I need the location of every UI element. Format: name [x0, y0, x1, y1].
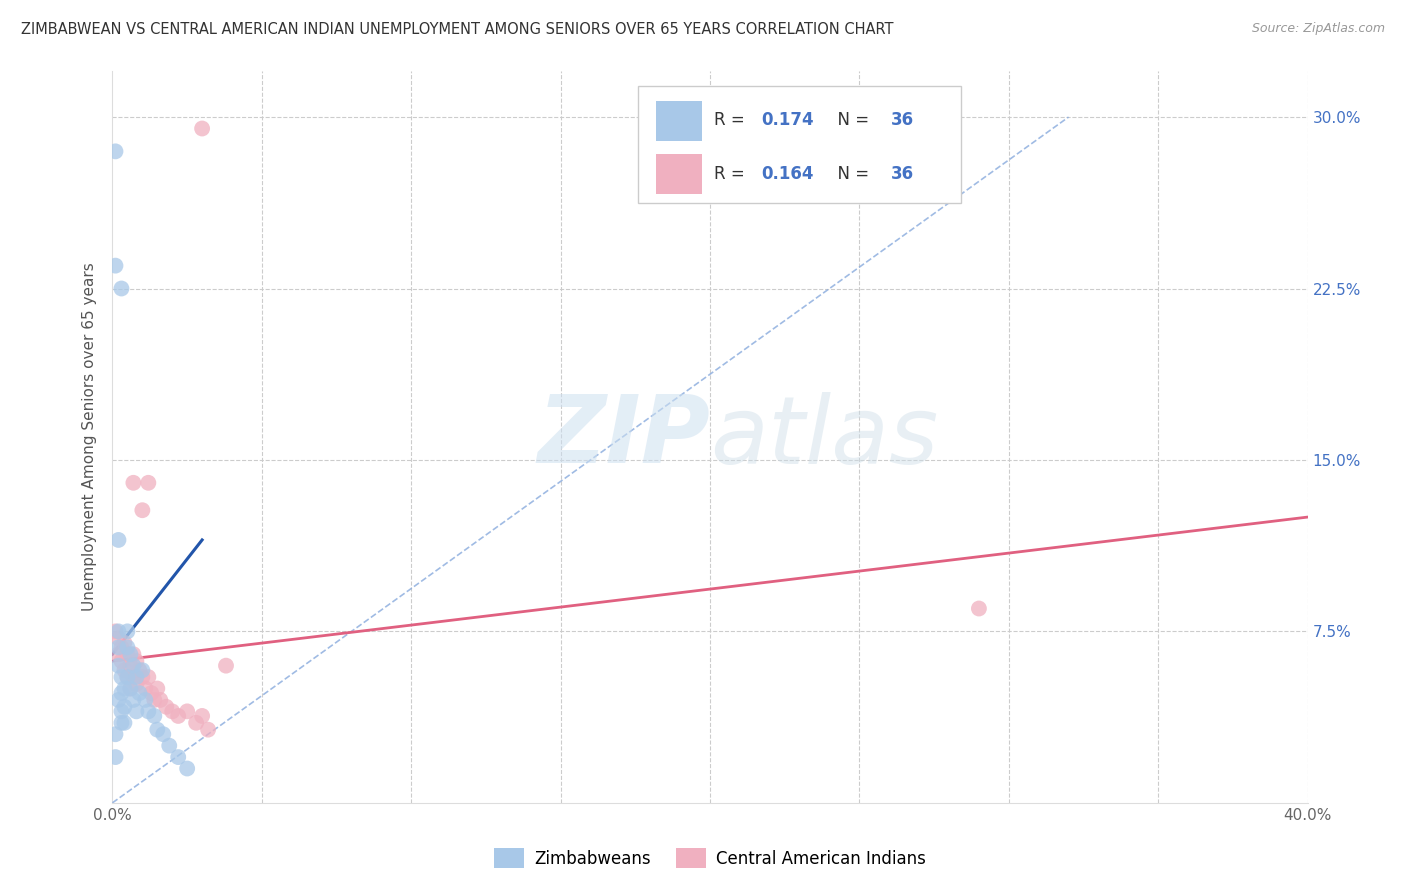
- Legend: Zimbabweans, Central American Indians: Zimbabweans, Central American Indians: [488, 841, 932, 875]
- Point: [134, 681, 156, 696]
- Point: [128, 686, 150, 700]
- Point: [128, 663, 150, 677]
- Point: [114, 715, 135, 730]
- Text: 0.174: 0.174: [762, 112, 814, 129]
- Text: Source: ZipAtlas.com: Source: ZipAtlas.com: [1251, 22, 1385, 36]
- Point: [117, 670, 139, 684]
- Point: [191, 709, 214, 723]
- Point: [138, 705, 160, 719]
- Point: [104, 750, 127, 764]
- Point: [104, 145, 127, 159]
- Point: [122, 670, 145, 684]
- Point: [125, 654, 148, 668]
- Point: [120, 681, 142, 696]
- Point: [131, 670, 153, 684]
- Point: [110, 654, 132, 668]
- Point: [191, 121, 214, 136]
- Point: [107, 624, 129, 639]
- Text: ZIP: ZIP: [537, 391, 710, 483]
- Text: 36: 36: [890, 165, 914, 183]
- Point: [125, 705, 148, 719]
- Y-axis label: Unemployment Among Seniors over 65 years: Unemployment Among Seniors over 65 years: [82, 263, 97, 611]
- Point: [120, 647, 142, 661]
- Point: [152, 727, 174, 741]
- Point: [125, 677, 148, 691]
- Text: 0.164: 0.164: [762, 165, 814, 183]
- Point: [117, 670, 139, 684]
- Point: [143, 693, 166, 707]
- Point: [162, 705, 183, 719]
- Text: R =: R =: [714, 165, 749, 183]
- Point: [110, 640, 132, 655]
- Text: ZIMBABWEAN VS CENTRAL AMERICAN INDIAN UNEMPLOYMENT AMONG SENIORS OVER 65 YEARS C: ZIMBABWEAN VS CENTRAL AMERICAN INDIAN UN…: [21, 22, 894, 37]
- Point: [131, 503, 153, 517]
- Point: [114, 663, 135, 677]
- Point: [141, 686, 163, 700]
- Point: [122, 647, 145, 661]
- Point: [110, 715, 132, 730]
- Point: [143, 709, 166, 723]
- Text: N =: N =: [827, 112, 875, 129]
- Point: [197, 723, 219, 737]
- Point: [134, 693, 156, 707]
- Point: [122, 658, 145, 673]
- Point: [186, 715, 208, 730]
- Point: [117, 624, 139, 639]
- Point: [149, 693, 172, 707]
- Point: [117, 640, 139, 655]
- Point: [122, 475, 145, 490]
- Point: [122, 693, 145, 707]
- Point: [110, 670, 132, 684]
- Point: [107, 632, 129, 646]
- Point: [120, 658, 142, 673]
- Point: [114, 681, 135, 696]
- Point: [120, 681, 142, 696]
- Point: [176, 705, 198, 719]
- Point: [110, 686, 132, 700]
- Point: [107, 658, 129, 673]
- Point: [125, 670, 148, 684]
- FancyBboxPatch shape: [657, 154, 702, 194]
- Point: [104, 259, 127, 273]
- Point: [104, 727, 127, 741]
- FancyBboxPatch shape: [638, 86, 962, 203]
- Point: [167, 750, 190, 764]
- Text: atlas: atlas: [710, 392, 938, 483]
- Point: [146, 681, 169, 696]
- Point: [107, 640, 129, 655]
- Point: [114, 699, 135, 714]
- Point: [110, 281, 132, 295]
- Point: [138, 475, 160, 490]
- Text: 36: 36: [890, 112, 914, 129]
- Point: [107, 647, 129, 661]
- Text: R =: R =: [714, 112, 749, 129]
- Point: [155, 699, 177, 714]
- Point: [107, 533, 129, 547]
- Point: [215, 658, 238, 673]
- Point: [107, 693, 129, 707]
- Point: [138, 670, 160, 684]
- Point: [176, 762, 198, 776]
- Point: [157, 739, 180, 753]
- Point: [967, 601, 990, 615]
- Point: [131, 663, 153, 677]
- Point: [104, 624, 127, 639]
- Point: [114, 636, 135, 650]
- Point: [110, 705, 132, 719]
- Point: [167, 709, 190, 723]
- FancyBboxPatch shape: [657, 101, 702, 141]
- Text: N =: N =: [827, 165, 875, 183]
- Point: [146, 723, 169, 737]
- Point: [117, 647, 139, 661]
